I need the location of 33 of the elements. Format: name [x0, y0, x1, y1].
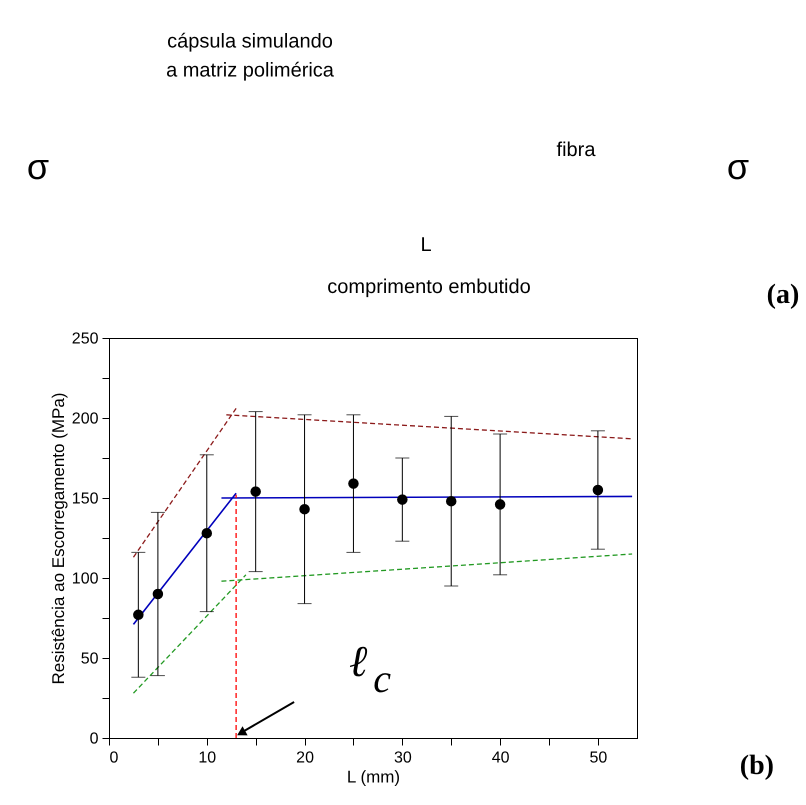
annotation: ℓc	[348, 636, 392, 701]
text: comprimento embutido	[327, 276, 531, 298]
x-tick-label: 20	[296, 750, 314, 766]
x-tick-label: 10	[198, 750, 216, 766]
text: (a)	[766, 279, 800, 310]
text: σ	[26, 146, 50, 187]
point	[397, 494, 408, 505]
point	[202, 528, 212, 538]
x-tick-label: 0	[110, 750, 118, 766]
point	[133, 610, 144, 620]
point	[494, 499, 506, 510]
text: L	[420, 234, 432, 256]
x-tick-label: 30	[394, 750, 412, 766]
point	[299, 504, 310, 514]
text: cápsula simulando a matriz polimérica	[166, 30, 335, 82]
y-tick-label: 250	[72, 330, 99, 348]
y-tick-label: 200	[72, 410, 99, 428]
point	[250, 486, 261, 497]
point	[348, 478, 359, 489]
x-axis-title: L (mm)	[346, 768, 400, 786]
x-tick-label: 50	[589, 750, 608, 766]
text: fibra	[556, 139, 596, 161]
point	[446, 496, 456, 506]
y-tick-label: 50	[80, 650, 99, 668]
y-axis-title: Resistência ao Escorregamento (MPa)	[48, 392, 68, 684]
y-tick-label: 100	[72, 570, 99, 588]
point	[592, 484, 604, 496]
text: σ	[726, 146, 750, 187]
x-tick-label: 40	[492, 750, 510, 766]
text: (b)	[740, 750, 774, 781]
y-tick-label: 150	[72, 490, 99, 508]
y-tick-label: 0	[90, 730, 99, 748]
point	[152, 588, 164, 600]
